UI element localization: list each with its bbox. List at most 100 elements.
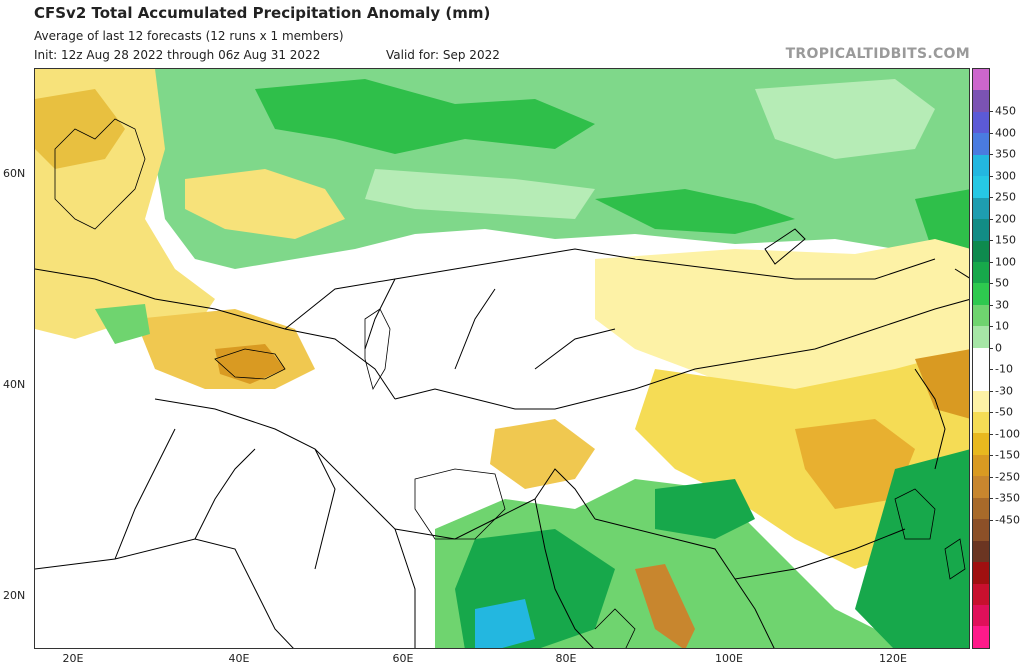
colorbar-swatch xyxy=(973,412,989,434)
balkans-green xyxy=(95,304,150,344)
lon-label-60e: 60E xyxy=(392,652,414,665)
valid-text: Valid for: Sep 2022 xyxy=(386,48,500,62)
north-wet-core-3 xyxy=(915,189,969,259)
colorbar-swatch xyxy=(973,540,989,563)
south-china-sea-wet xyxy=(855,449,969,648)
china-dry-core xyxy=(795,419,915,509)
colorbar-label: 200 xyxy=(995,212,1016,226)
colorbar-label: 350 xyxy=(995,147,1016,161)
lat-label-40n: 40N xyxy=(3,378,26,391)
colorbar-label: -250 xyxy=(995,470,1020,484)
colorbar-tick xyxy=(989,197,993,199)
colorbar-swatch xyxy=(973,369,989,391)
colorbar-swatch xyxy=(973,562,989,584)
colorbar-tick xyxy=(989,261,993,263)
colorbar-tick xyxy=(989,498,993,500)
colorbar-swatch xyxy=(973,497,989,520)
colorbar-swatch xyxy=(973,519,989,541)
chart-subtitle: Average of last 12 forecasts (12 runs x … xyxy=(34,29,344,43)
colorbar-label: 100 xyxy=(995,255,1016,269)
colorbar-label: 50 xyxy=(995,276,1009,290)
russia-dry xyxy=(185,169,345,239)
colorbar-swatch xyxy=(973,604,989,627)
brand-watermark: TROPICALTIDBITS.COM xyxy=(785,46,970,62)
lon-label-20e: 20E xyxy=(62,652,84,665)
colorbar-tick xyxy=(989,476,993,478)
colorbar-swatch xyxy=(973,304,989,327)
colorbar-tick xyxy=(989,433,993,435)
init-text: Init: 12z Aug 28 2022 through 06z Aug 31… xyxy=(34,48,321,62)
colorbar-swatch xyxy=(973,583,989,605)
colorbar-label: -30 xyxy=(995,384,1013,398)
bay-wet-core xyxy=(655,479,755,539)
colorbar-label: 250 xyxy=(995,190,1016,204)
colorbar-swatch xyxy=(973,283,989,305)
caucasus-dry-core xyxy=(215,344,285,384)
colorbar-swatch xyxy=(973,219,989,241)
colorbar-tick xyxy=(989,326,993,328)
colorbar-label: 10 xyxy=(995,319,1009,333)
colorbar-tick xyxy=(989,154,993,156)
lat-label-60n: 60N xyxy=(3,167,26,180)
colorbar-swatch xyxy=(973,176,989,198)
chart-title: CFSv2 Total Accumulated Precipitation An… xyxy=(34,4,491,22)
lon-label-80e: 80E xyxy=(555,652,577,665)
north-wet-core-1 xyxy=(255,79,595,154)
colorbar-label: 0 xyxy=(995,341,1002,355)
map-svg xyxy=(35,69,969,648)
lon-label-40e: 40E xyxy=(228,652,250,665)
colorbar-swatch xyxy=(973,390,989,412)
lon-label-120e: 120E xyxy=(879,652,907,665)
colorbar-swatch xyxy=(973,240,989,262)
colorbar-swatch xyxy=(973,133,989,155)
colorbar-swatch xyxy=(973,111,989,134)
north-wet-core-2 xyxy=(595,189,795,234)
colorbar-swatch xyxy=(973,433,989,455)
lat-label-20n: 20N xyxy=(3,589,26,602)
colorbar-swatch xyxy=(973,197,989,220)
northeast-light-green xyxy=(755,79,935,159)
lon-label-100e: 100E xyxy=(715,652,743,665)
colorbar-label: 400 xyxy=(995,126,1016,140)
colorbar-tick xyxy=(989,390,993,392)
colorbar xyxy=(972,68,990,649)
colorbar-swatch xyxy=(973,154,989,177)
colorbar-swatch xyxy=(973,476,989,498)
arabian-sea-cyan xyxy=(475,599,535,648)
colorbar-swatch xyxy=(973,326,989,348)
colorbar-swatch xyxy=(973,90,989,112)
north-light-green xyxy=(365,169,595,219)
colorbar-label: -450 xyxy=(995,513,1020,527)
coastlines xyxy=(54,118,966,648)
colorbar-tick xyxy=(989,111,993,113)
colorbar-swatch xyxy=(973,626,989,648)
colorbar-tick xyxy=(989,304,993,306)
colorbar-tick xyxy=(989,369,993,371)
colorbar-swatch xyxy=(973,454,989,477)
myanmar-dry xyxy=(635,564,695,648)
colorbar-tick xyxy=(989,240,993,242)
northeast-china-dry xyxy=(915,349,969,419)
lake-baikal xyxy=(764,228,806,265)
europe-dry-core xyxy=(35,89,125,169)
colorbar-label: -100 xyxy=(995,427,1020,441)
colorbar-label: 30 xyxy=(995,298,1009,312)
colorbar-tick xyxy=(989,175,993,177)
colorbar-swatch xyxy=(973,347,989,370)
colorbar-label: -150 xyxy=(995,448,1020,462)
himalaya-dry xyxy=(490,419,595,489)
colorbar-swatch xyxy=(973,69,989,91)
colorbar-label: -350 xyxy=(995,491,1020,505)
colorbar-tick xyxy=(989,283,993,285)
colorbar-label: -50 xyxy=(995,405,1013,419)
colorbar-label: 150 xyxy=(995,233,1016,247)
colorbar-label: 300 xyxy=(995,169,1016,183)
colorbar-tick xyxy=(989,455,993,457)
precip-anomaly-map xyxy=(34,68,970,649)
colorbar-tick xyxy=(989,347,993,349)
colorbar-label: -10 xyxy=(995,362,1013,376)
colorbar-label: 450 xyxy=(995,104,1016,118)
colorbar-tick xyxy=(989,132,993,134)
colorbar-tick xyxy=(989,412,993,414)
colorbar-tick xyxy=(989,218,993,220)
